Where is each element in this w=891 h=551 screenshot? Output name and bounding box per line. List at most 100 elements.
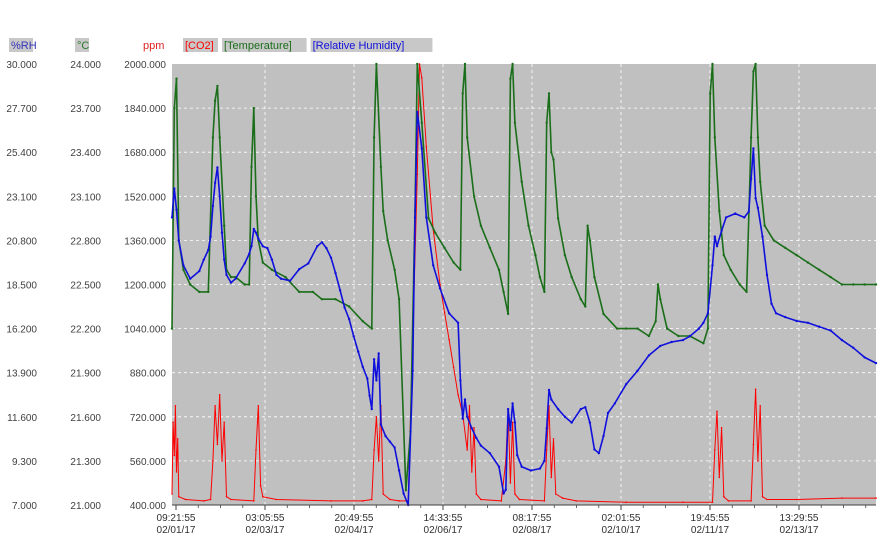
humidity-point	[479, 444, 483, 447]
humidity-tick-label: 25.400	[6, 148, 37, 159]
humidity-point	[545, 427, 548, 430]
temperature-point	[370, 327, 373, 330]
temperature-point	[795, 253, 798, 257]
humidity-unit-label: %RH	[11, 40, 37, 52]
co2-point	[443, 311, 446, 313]
co2-point	[418, 63, 421, 65]
temperature-point	[452, 261, 455, 264]
humidity-point	[711, 264, 714, 267]
humidity-point	[715, 245, 719, 248]
temperature-point	[829, 275, 832, 279]
co2-point	[176, 438, 179, 440]
temperature-point	[538, 275, 542, 279]
humidity-point	[357, 350, 360, 353]
temperature-point	[840, 283, 844, 286]
temperature-point	[361, 320, 364, 323]
temperature-point	[382, 209, 385, 213]
humidity-point	[270, 258, 274, 261]
humidity-point	[261, 245, 264, 248]
humidity-point	[795, 319, 798, 323]
humidity-tick-label: 9.300	[12, 457, 37, 468]
legend-bg-0	[183, 38, 218, 52]
humidity-point	[706, 312, 710, 315]
humidity-point	[488, 452, 492, 455]
temperature-point	[754, 62, 757, 66]
co2-tick-label: 880.000	[130, 369, 167, 380]
humidity-point	[470, 427, 473, 430]
humidity-point	[388, 440, 392, 443]
humidity-point	[173, 187, 176, 190]
temperature-point	[763, 224, 766, 227]
temperature-point	[586, 224, 589, 227]
co2-point	[471, 471, 473, 473]
x-tick-date: 02/10/17	[602, 525, 641, 536]
humidity-point	[713, 235, 716, 238]
humidity-point	[852, 346, 855, 349]
co2-point	[416, 173, 419, 176]
humidity-point	[543, 459, 546, 463]
humidity-point	[806, 321, 810, 324]
x-tick-date: 02/08/17	[513, 525, 552, 536]
humidity-point	[538, 467, 542, 470]
temperature-point	[372, 136, 376, 139]
temperature-point	[320, 298, 324, 301]
humidity-tick-label: 18.500	[6, 281, 37, 292]
co2-point	[509, 482, 512, 484]
x-tick-time: 09:21:55	[157, 513, 196, 524]
x-tick-time: 02:01:55	[602, 513, 641, 524]
temperature-point	[579, 298, 582, 301]
temperature-point	[563, 253, 567, 257]
humidity-point	[220, 231, 224, 234]
co2-point	[457, 394, 459, 396]
humidity-point	[298, 268, 301, 271]
temperature-tick-label: 23.700	[70, 104, 101, 115]
humidity-point	[702, 321, 705, 324]
humidity-point	[743, 216, 746, 219]
co2-point	[218, 394, 221, 396]
temperature-point	[175, 77, 178, 80]
co2-point	[255, 449, 257, 451]
humidity-point	[366, 377, 369, 380]
co2-point	[511, 421, 514, 424]
temperature-point	[584, 305, 587, 308]
humidity-point	[175, 208, 178, 211]
humidity-point	[520, 465, 523, 468]
temperature-point	[434, 231, 437, 235]
temperature-tick-label: 21.900	[70, 369, 101, 380]
temperature-point	[420, 121, 423, 125]
temperature-point	[659, 298, 662, 301]
temperature-point	[223, 224, 226, 227]
temperature-tick-label: 21.600	[70, 413, 101, 424]
temperature-point	[556, 217, 560, 220]
co2-point	[262, 495, 264, 498]
legend-bg-1	[222, 38, 307, 52]
temperature-point	[254, 195, 258, 198]
humidity-point	[329, 256, 333, 259]
co2-point	[174, 405, 177, 407]
humidity-point	[420, 147, 423, 150]
humidity-point	[254, 231, 258, 234]
humidity-point	[563, 415, 567, 418]
humidity-tick-label: 13.900	[6, 369, 37, 380]
humidity-point	[636, 369, 639, 372]
humidity-point	[307, 262, 310, 265]
co2-point	[330, 500, 332, 502]
humidity-point	[475, 436, 478, 440]
co2-point	[682, 501, 684, 504]
humidity-point	[416, 110, 419, 114]
humidity-point	[509, 429, 512, 432]
temperature-point	[502, 290, 505, 294]
temperature-point	[570, 275, 573, 279]
temperature-point	[852, 283, 855, 286]
co2-point	[225, 495, 228, 498]
temperature-point	[513, 121, 517, 125]
humidity-point	[393, 446, 396, 449]
humidity-point	[516, 453, 519, 457]
humidity-point	[688, 335, 691, 338]
co2-point	[757, 460, 759, 462]
temperature-point	[466, 136, 469, 139]
humidity-point	[697, 327, 701, 330]
co2-point	[575, 500, 577, 502]
co2-point	[373, 449, 375, 451]
co2-point	[389, 498, 391, 501]
